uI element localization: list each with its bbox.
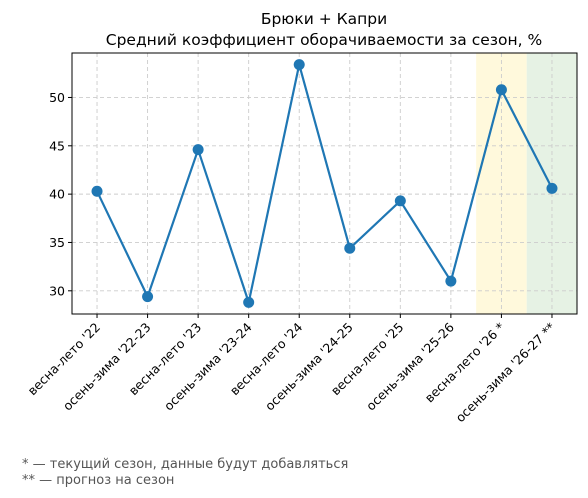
footnote-forecast: ** — прогноз на сезон <box>22 473 175 488</box>
plot-frame <box>71 52 578 315</box>
data-point <box>445 275 457 287</box>
axes <box>71 52 578 315</box>
data-point <box>192 144 204 156</box>
x-tick-label: осень-зима '22-23 <box>60 320 154 414</box>
data-point <box>546 182 558 194</box>
data-point <box>394 195 406 207</box>
grid-lines <box>72 53 577 314</box>
y-tick-label: 35 <box>49 235 65 250</box>
x-tick-label: осень-зима '25-26 <box>363 319 457 413</box>
data-point <box>142 291 154 303</box>
x-tick-label: осень-зима '26-27 ** <box>453 320 559 426</box>
footnote-current-season: * — текущий сезон, данные будут добавлят… <box>22 457 349 472</box>
y-tick-label: 30 <box>49 283 65 298</box>
y-tick-label: 40 <box>49 187 65 202</box>
data-point <box>293 59 305 71</box>
y-tick-label: 45 <box>49 138 65 153</box>
series-line <box>96 63 553 304</box>
chart-subtitle: Средний коэффициент оборачиваемости за с… <box>106 31 542 49</box>
chart-title: Брюки + Капри <box>261 10 387 28</box>
x-tick-label: осень-зима '24-25 <box>262 320 356 414</box>
highlight-bands <box>476 53 578 314</box>
data-point <box>91 185 103 197</box>
y-tick-label: 50 <box>49 90 65 105</box>
data-point <box>495 84 507 96</box>
data-point <box>243 296 255 308</box>
x-tick-label: осень-зима '23-24 <box>161 319 255 413</box>
data-point <box>344 242 356 254</box>
y-axis-ticks: 30 35 40 45 50 <box>49 90 72 298</box>
data-series <box>91 59 558 308</box>
